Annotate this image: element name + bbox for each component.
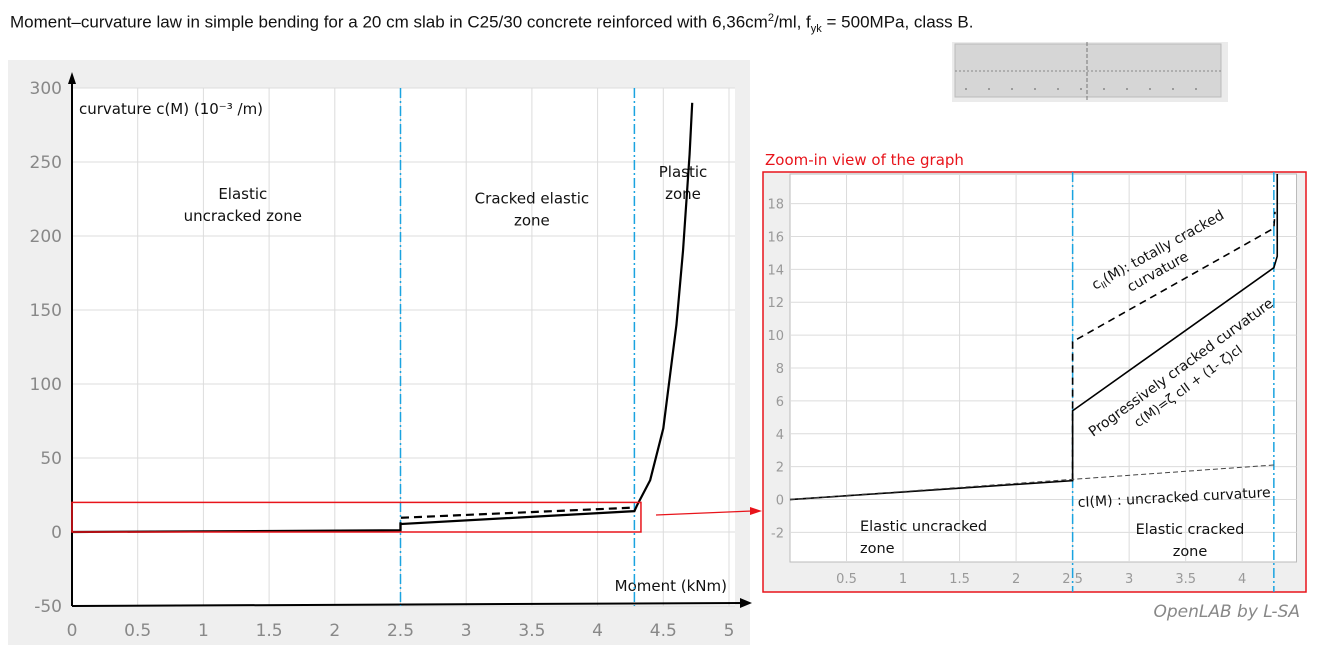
- x-tick-label: 3.5: [518, 621, 545, 641]
- title-sub: yk: [810, 23, 822, 36]
- title-text-after: = 500MPa, class B.: [821, 12, 974, 32]
- zone-label-uncracked-line2: zone: [860, 541, 895, 557]
- zoom-x-tick-label: 3.5: [1175, 572, 1196, 587]
- y-tick-label: 0: [51, 523, 62, 543]
- rebar-dot: [1034, 88, 1036, 90]
- zone-label: Cracked elastic zone: [475, 189, 589, 229]
- zoom-y-tick-label: 0: [776, 494, 784, 509]
- y-tick-label: 100: [30, 375, 62, 395]
- zoom-y-tick-label: 16: [767, 230, 784, 245]
- zone-label: Plastic zone: [659, 163, 708, 203]
- zoom-x-tick-label: 1.5: [949, 572, 970, 587]
- zoom-x-tick-label: 0.5: [836, 572, 857, 587]
- zoom-x-tick-label: 3: [1125, 572, 1133, 587]
- zoom-x-tick-label: 1: [899, 572, 907, 587]
- watermark: OpenLAB by L-SA: [1153, 602, 1300, 622]
- zone-label-line: Plastic: [659, 163, 708, 181]
- rebar-dot: [1011, 88, 1013, 90]
- x-axis: [71, 602, 746, 607]
- zone-label-line: zone: [514, 211, 550, 229]
- rebar-dot: [965, 88, 967, 90]
- zoom-y-tick-label: 6: [776, 395, 784, 410]
- zoom-arrow: [655, 510, 753, 516]
- rebar-dot: [1149, 88, 1151, 90]
- rebar-dot: [988, 88, 990, 90]
- zoom-highlight-box: [71, 501, 642, 533]
- zone-label-uncracked: Elastic uncracked zone: [860, 519, 987, 557]
- rebar-dot: [1080, 88, 1082, 90]
- rebar-dot: [1126, 88, 1128, 90]
- zoom-curve-dashed-thin: [789, 464, 1274, 501]
- rebar-dot: [1172, 88, 1174, 90]
- y-tick-label: 300: [30, 79, 62, 99]
- y-axis-arrow-icon: [68, 72, 76, 84]
- y-tick-label: 200: [30, 227, 62, 247]
- zoom-y-tick-label: 12: [767, 296, 784, 311]
- zoom-y-tick-label: -2: [771, 526, 784, 541]
- zoom-y-tick-label: 14: [767, 263, 784, 278]
- zone-label-line: Elastic: [218, 185, 267, 203]
- zoom-curve-solid: [789, 174, 1279, 501]
- rebar-dot: [1103, 88, 1105, 90]
- zone-label-line: uncracked zone: [184, 207, 302, 225]
- zoom-y-tick-label: 10: [767, 329, 784, 344]
- x-tick-label: 1.5: [256, 621, 283, 641]
- x-axis-label: Moment (kNm): [615, 577, 727, 595]
- rebar-dot: [1195, 88, 1197, 90]
- zoom-y-tick-label: 2: [776, 461, 784, 476]
- zoom-y-tick-label: 4: [776, 428, 784, 443]
- x-tick-label: 5: [724, 621, 735, 641]
- zoom-y-tick-label: 18: [767, 198, 784, 213]
- zone-label-cracked-line1: Elastic cracked: [1136, 522, 1245, 538]
- zoom-x-tick-label: 2: [1012, 572, 1020, 587]
- title-sup: 2: [767, 12, 774, 24]
- zoom-chart-title: Zoom-in view of the graph: [765, 151, 964, 169]
- zone-label-uncracked-line1: Elastic uncracked: [860, 519, 987, 535]
- zoom-curve-dashed: [1071, 211, 1276, 481]
- zone-label: Elastic uncracked zone: [184, 185, 302, 225]
- zone-label-line: Cracked elastic: [475, 189, 589, 207]
- zoom-y-tick-label: 8: [776, 362, 784, 377]
- x-axis-arrow-icon: [740, 598, 752, 608]
- zoom-x-tick-label: 2.5: [1062, 572, 1083, 587]
- y-tick-label: 250: [30, 153, 62, 173]
- zoom-arrow-head-icon: [750, 507, 762, 515]
- zone-label-cracked: Elastic cracked zone: [1136, 522, 1245, 560]
- x-tick-label: 4: [592, 621, 603, 641]
- y-tick-label: -50: [34, 597, 62, 617]
- zoom-x-tick-label: 4: [1238, 572, 1246, 587]
- curve-dashed: [399, 506, 635, 531]
- x-tick-label: 4.5: [650, 621, 677, 641]
- x-tick-label: 2.5: [387, 621, 414, 641]
- x-tick-label: 3: [461, 621, 472, 641]
- x-tick-label: 2: [329, 621, 340, 641]
- rebar-dot: [1057, 88, 1059, 90]
- title-text: Moment–curvature law in simple bending f…: [10, 12, 768, 32]
- x-tick-label: 1: [198, 621, 209, 641]
- figure-title: Moment–curvature law in simple bending f…: [10, 12, 973, 35]
- y-tick-label: 50: [40, 449, 62, 469]
- zone-label-cracked-line2: zone: [1173, 544, 1208, 560]
- zone-label-line: zone: [665, 185, 701, 203]
- x-tick-label: 0.5: [124, 621, 151, 641]
- y-axis-label: curvature c(M) (10⁻³ /m): [79, 100, 263, 118]
- main-plot-area: [72, 88, 735, 606]
- y-tick-label: 150: [30, 301, 62, 321]
- cII-label-subscript: II: [1100, 280, 1109, 291]
- title-text-mid: /ml, f: [773, 12, 811, 32]
- x-tick-label: 0: [67, 621, 78, 641]
